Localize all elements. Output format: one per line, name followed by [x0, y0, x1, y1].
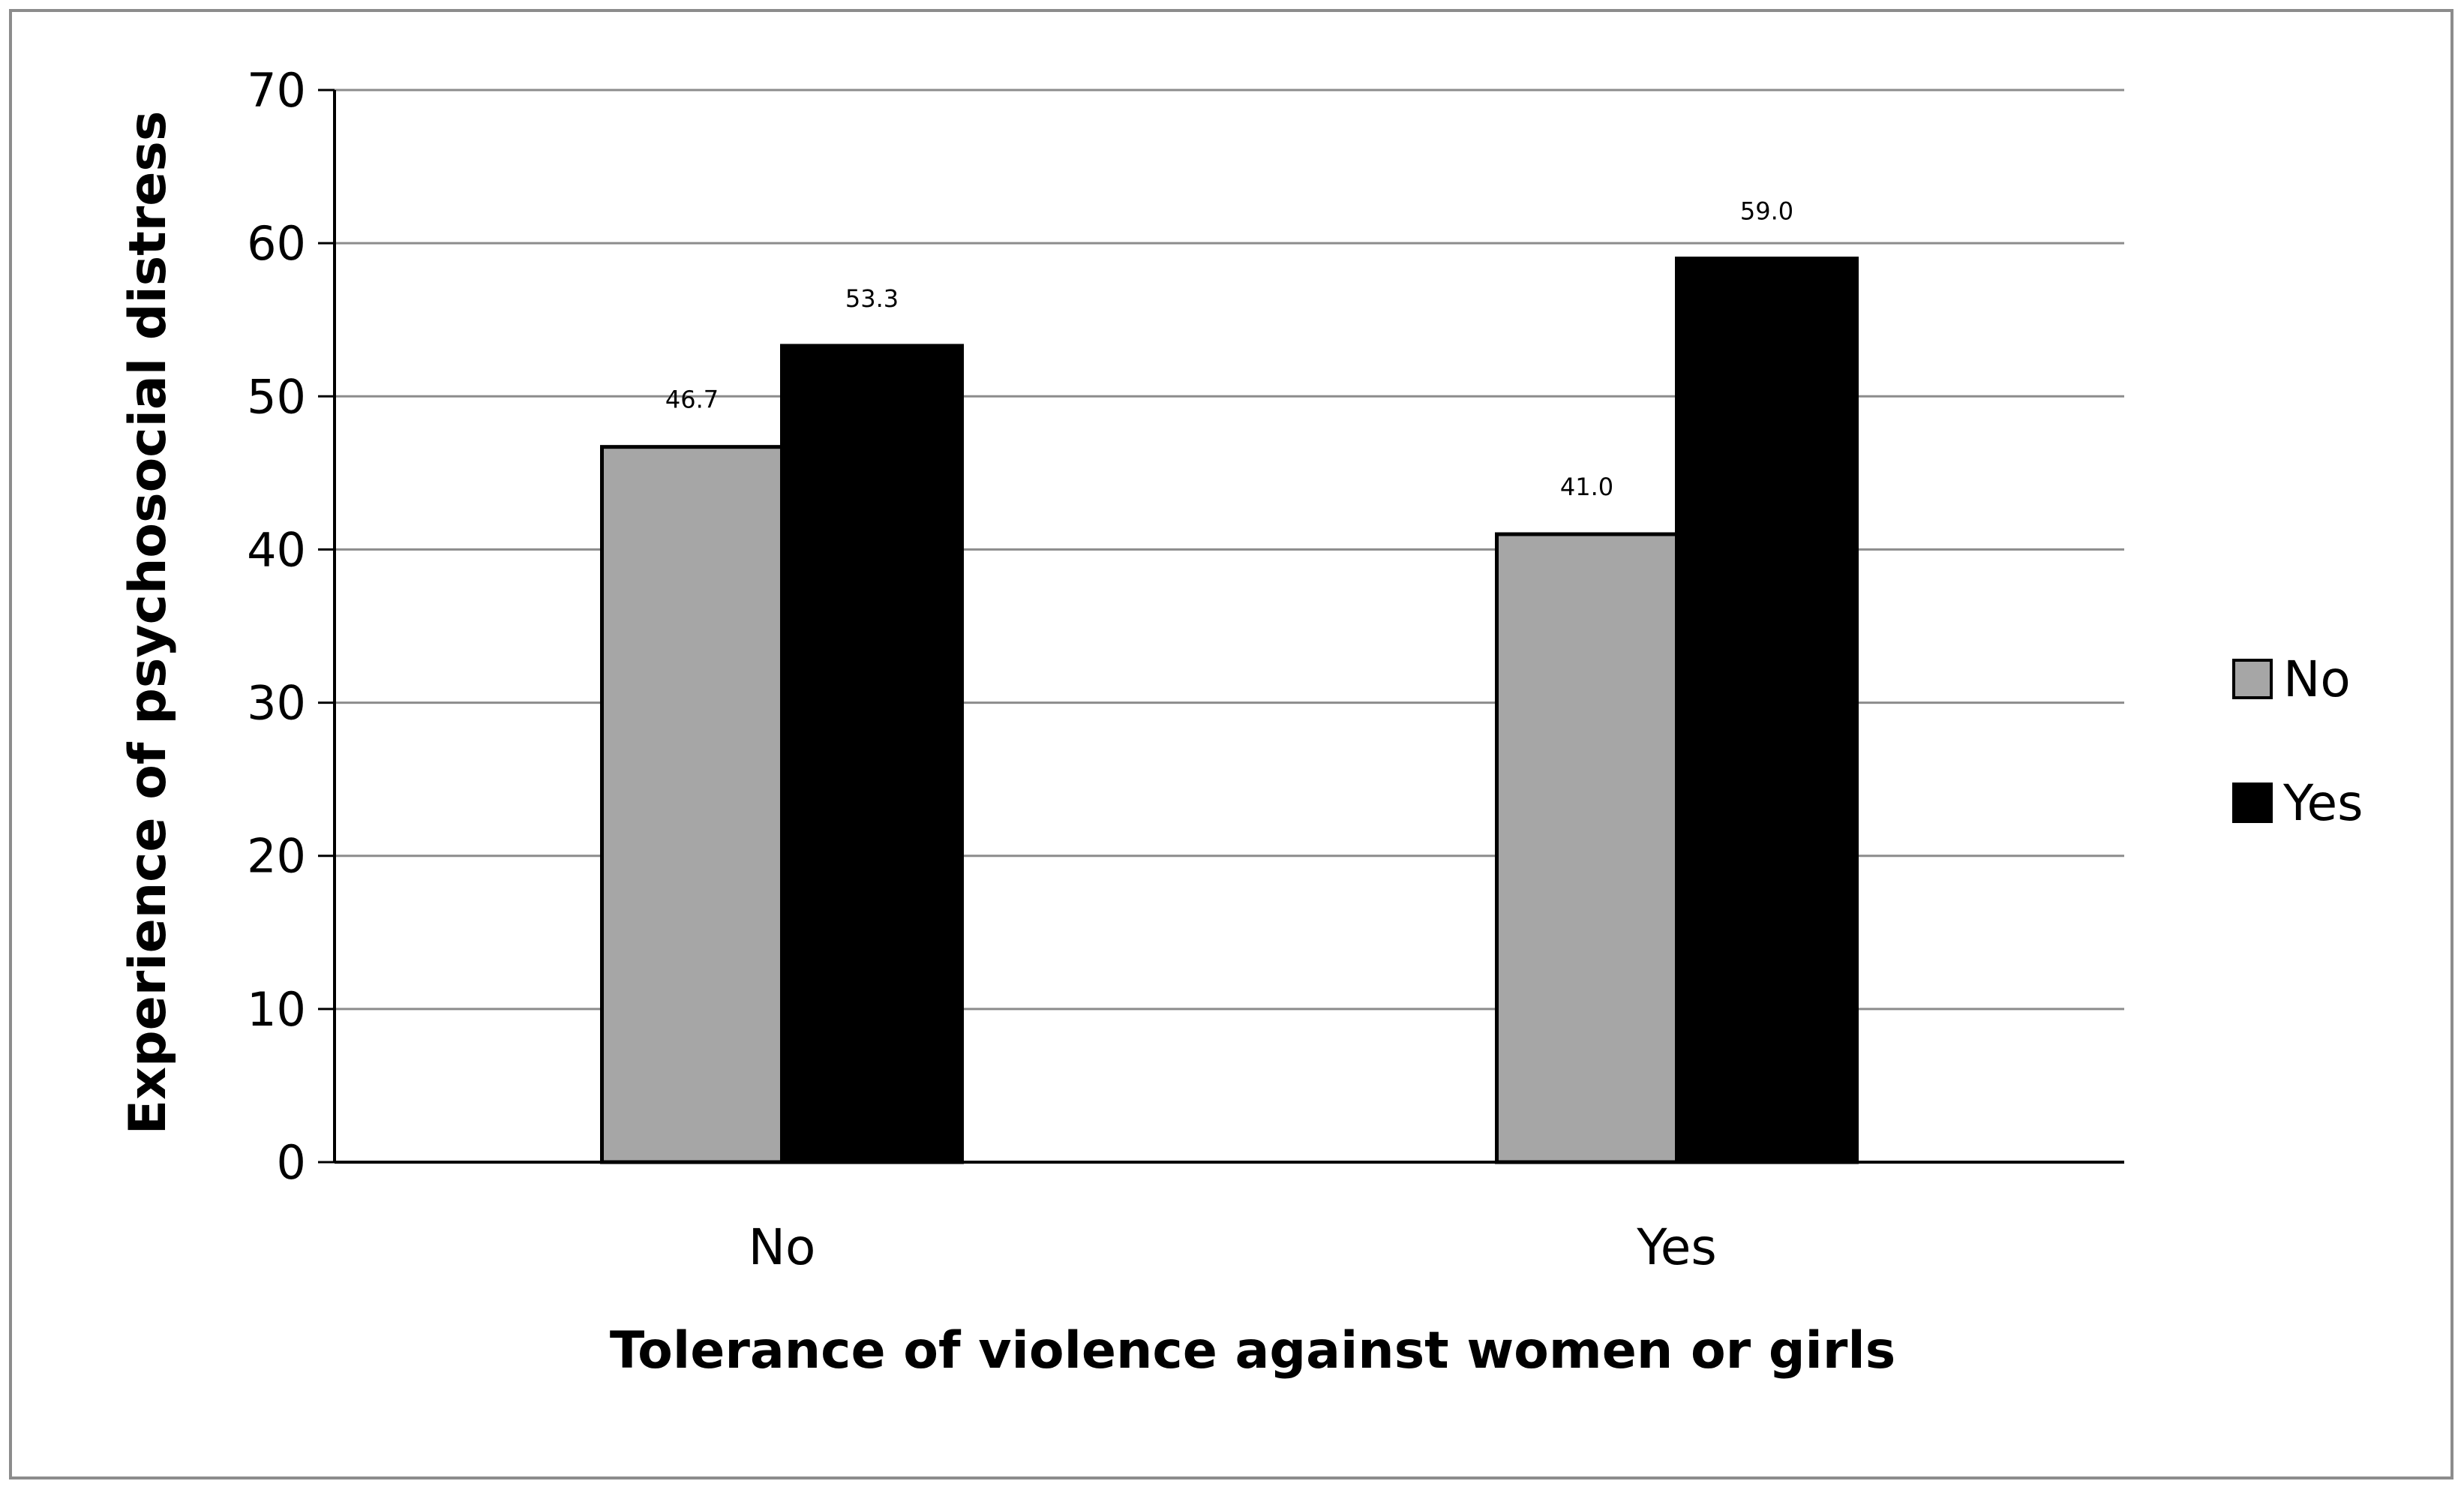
x-axis-title: Tolerance of violence against women or g…: [610, 1321, 1895, 1380]
x-category-label: No: [749, 1218, 816, 1276]
y-tick-label: 60: [247, 216, 306, 271]
axes: [333, 90, 2124, 1164]
y-tick-label: 30: [247, 676, 306, 731]
y-tick-label: 40: [247, 522, 306, 577]
y-tick-label: 10: [247, 982, 306, 1037]
bar: [1675, 257, 1859, 1164]
data-labels: 46.7 53.3 41.0 59.0: [665, 197, 1793, 501]
legend-label: Yes: [2282, 774, 2363, 832]
bars: [600, 257, 1859, 1164]
legend-swatch: [2232, 659, 2273, 699]
y-tick-label: 20: [247, 829, 306, 884]
data-label: 46.7: [665, 386, 719, 414]
bar: [600, 445, 784, 1164]
bar: [1495, 532, 1679, 1164]
legend-label: No: [2283, 650, 2351, 708]
y-tick-label: 70: [247, 63, 306, 118]
y-axis-ticks: 0 10 20 30 40 50 60 70: [247, 63, 335, 1190]
x-axis-categories: No Yes: [749, 1218, 1717, 1276]
legend: No Yes: [2232, 650, 2363, 832]
legend-swatch: [2232, 783, 2273, 823]
y-tick-label: 50: [247, 369, 306, 424]
chart-frame: [9, 9, 2453, 1479]
x-category-label: Yes: [1636, 1218, 1717, 1276]
y-tick-label: 0: [277, 1135, 306, 1190]
y-axis-title: Experience of psychosocial distress: [119, 111, 178, 1135]
data-label: 59.0: [1740, 197, 1793, 226]
bar: [780, 344, 964, 1164]
data-label: 41.0: [1560, 473, 1613, 501]
data-label: 53.3: [845, 284, 899, 313]
